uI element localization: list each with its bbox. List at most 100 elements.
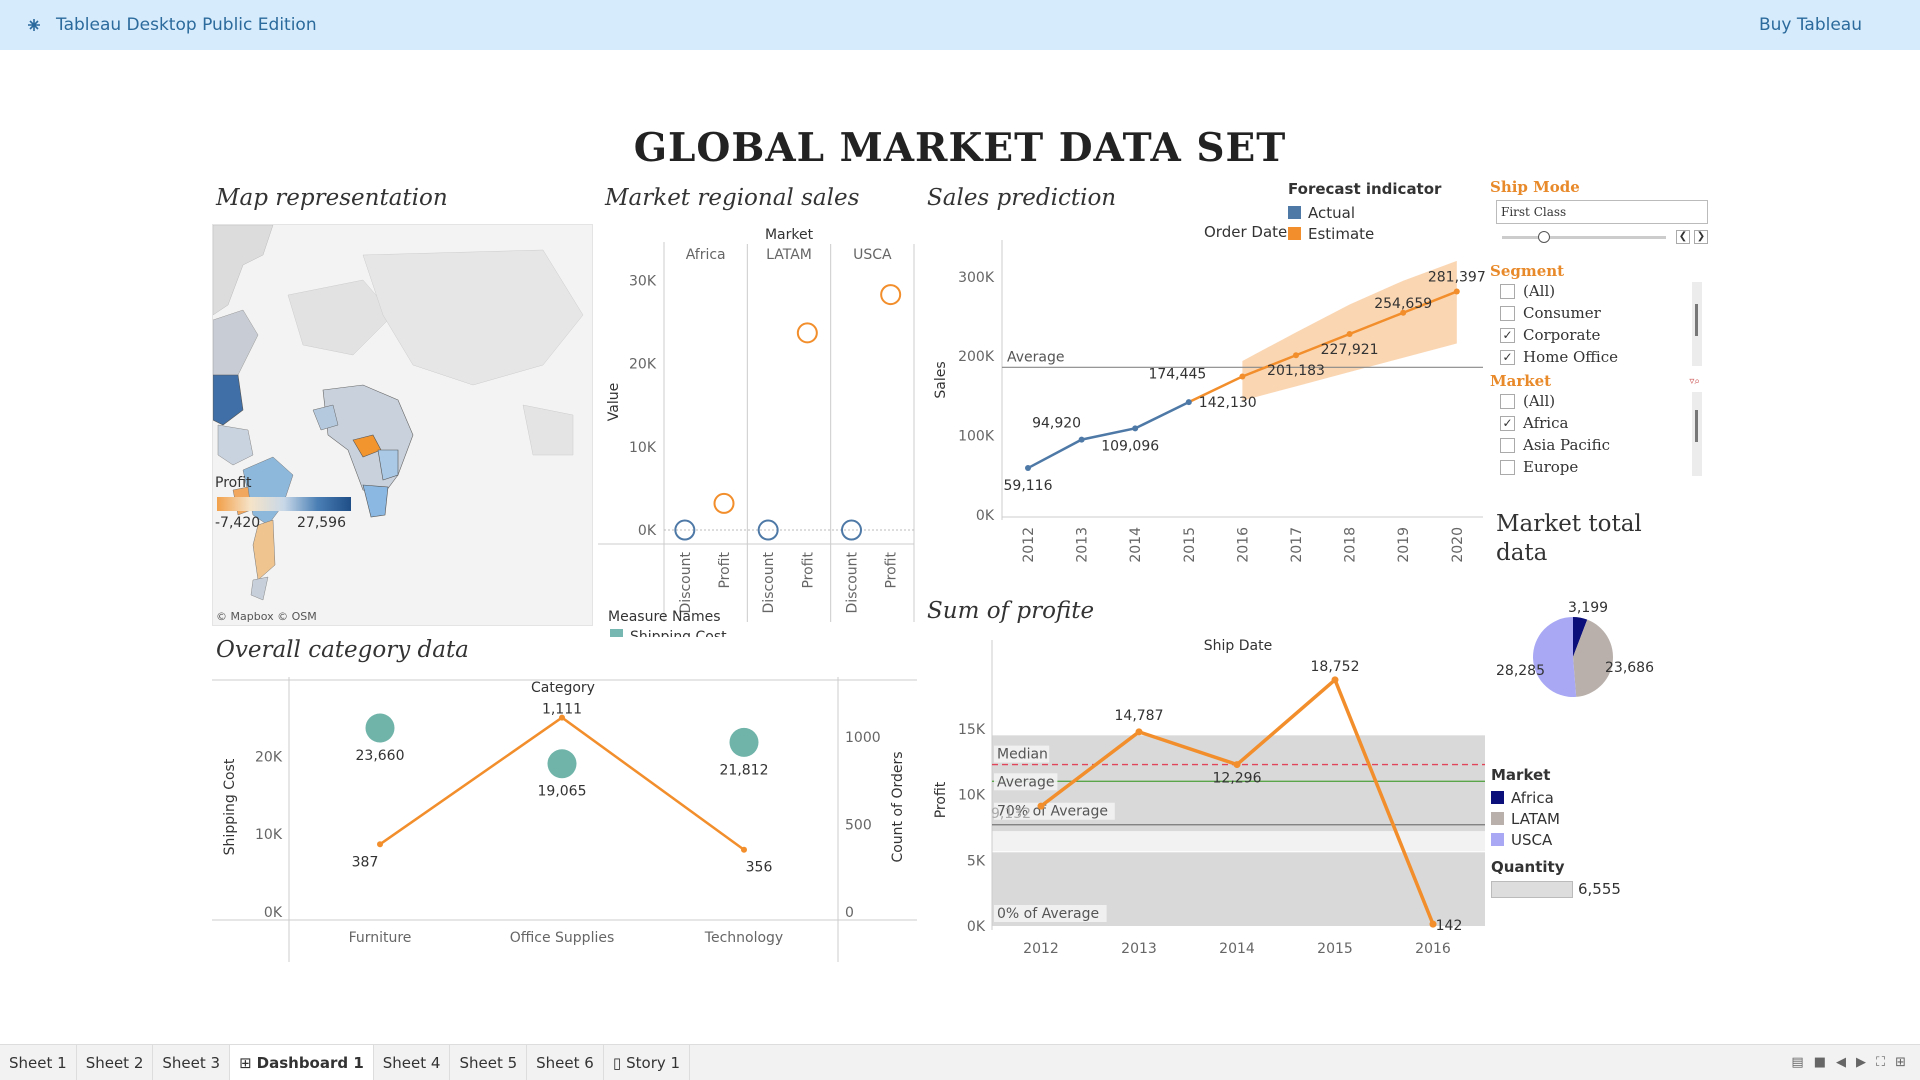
- distribution-band: [992, 831, 1485, 852]
- segment-item-home-office[interactable]: ✓ Home Office: [1490, 346, 1710, 368]
- pie-slice: [1533, 617, 1577, 697]
- orders-point: [559, 714, 565, 721]
- market-item-africa[interactable]: ✓ Africa: [1490, 412, 1710, 434]
- map-legend-max: 27,596: [297, 515, 346, 531]
- market-total-pie-chart[interactable]: 3,199 23,686 28,285: [1490, 590, 1690, 720]
- map-legend-min: -7,420: [215, 515, 261, 531]
- ref-line-label: 0% of Average: [997, 906, 1099, 922]
- tab-sheet-2[interactable]: Sheet 2: [77, 1045, 154, 1080]
- measure-tick-label: Profit: [800, 552, 816, 589]
- market-item-all[interactable]: (All): [1490, 390, 1710, 412]
- africa-swatch: [1491, 791, 1504, 804]
- segment-label: Home Office: [1523, 348, 1619, 366]
- map-attribution: © Mapbox © OSM: [216, 610, 317, 623]
- ref-label-bg: [994, 905, 1107, 922]
- tab-dashboard-1[interactable]: ⊞ Dashboard 1: [230, 1045, 374, 1080]
- y-tick-label: 300K: [958, 270, 995, 286]
- x-tick-label: Technology: [704, 930, 783, 946]
- prev-sheet-icon[interactable]: ◀: [1835, 1055, 1846, 1070]
- market-scrollbar[interactable]: [1692, 392, 1702, 476]
- market-label: Africa: [1523, 414, 1569, 432]
- sheet-sorter-icon[interactable]: ▤: [1791, 1055, 1804, 1070]
- market-item-asia-pacific[interactable]: Asia Pacific: [1490, 434, 1710, 456]
- sales-prediction-chart[interactable]: 0K 100K 200K 300K Sales 2012 2013 2014 2015 2016 2…: [925, 235, 1487, 575]
- segment-title: Segment: [1490, 262, 1565, 280]
- buy-tableau-link[interactable]: Buy Tableau: [1758, 15, 1862, 35]
- tab-sheet-3[interactable]: Sheet 3: [153, 1045, 231, 1080]
- profit-point: [1135, 728, 1143, 736]
- tab-sheet-5[interactable]: Sheet 5: [450, 1045, 528, 1080]
- order-date-header: Order Date: [1204, 223, 1288, 241]
- grid-view-icon[interactable]: ⊞: [1895, 1055, 1906, 1070]
- legend-item-africa[interactable]: Africa: [1491, 787, 1621, 808]
- checkbox[interactable]: [1500, 437, 1515, 453]
- filter-clear-search-icon[interactable]: ▿⌕: [1689, 375, 1700, 387]
- tab-sheet-4[interactable]: Sheet 4: [374, 1045, 451, 1080]
- sum-of-profit-chart[interactable]: Ship Date 0K 5K 10K 15K Profit Median Average 70…: [925, 630, 1490, 965]
- slider-thumb[interactable]: [1538, 231, 1550, 243]
- legend-item-actual[interactable]: Actual: [1288, 202, 1441, 223]
- data-point: [1025, 465, 1031, 472]
- checkbox[interactable]: [1500, 305, 1515, 321]
- market-item-europe[interactable]: Europe: [1490, 456, 1710, 478]
- scroll-thumb[interactable]: [1695, 304, 1698, 336]
- segment-item-all[interactable]: (All): [1490, 280, 1710, 302]
- tab-sheet-1[interactable]: Sheet 1: [0, 1045, 77, 1080]
- checkbox-checked[interactable]: ✓: [1500, 415, 1515, 431]
- legend-item-usca[interactable]: USCA: [1491, 829, 1621, 850]
- y-tick-label: 20K: [629, 357, 657, 373]
- prediction-section-title: Sales prediction: [927, 185, 1117, 211]
- scatter-point: [841, 519, 862, 541]
- fit-screen-icon[interactable]: ⛶: [1875, 1055, 1886, 1070]
- shipping-cost-bubble: [729, 727, 759, 757]
- next-sheet-icon[interactable]: ▶: [1855, 1055, 1866, 1070]
- measure-tick-label: Profit: [717, 552, 733, 589]
- tab-sheet-6[interactable]: Sheet 6: [527, 1045, 604, 1080]
- segment-scrollbar[interactable]: [1692, 282, 1702, 366]
- quantity-value: 6,555: [1578, 880, 1621, 898]
- filmstrip-icon[interactable]: ■: [1813, 1055, 1826, 1070]
- checkbox[interactable]: [1500, 283, 1515, 299]
- tab-story-1[interactable]: ▯ Story 1: [604, 1045, 691, 1080]
- tableau-logo-icon: [28, 19, 40, 31]
- y-tick-left: 0K: [264, 905, 283, 921]
- checkbox[interactable]: [1500, 393, 1515, 409]
- market-label: (All): [1523, 392, 1556, 410]
- data-label: 94,920: [1032, 416, 1081, 432]
- pie-slice: [1573, 617, 1588, 657]
- profit-point: [1429, 920, 1437, 928]
- y-tick-right: 1000: [845, 730, 881, 746]
- tab-label: Story 1: [626, 1053, 681, 1072]
- checkbox-checked[interactable]: ✓: [1500, 349, 1515, 365]
- ship-mode-input[interactable]: First Class: [1496, 200, 1708, 224]
- checkbox[interactable]: [1500, 459, 1515, 475]
- legend-item-estimate[interactable]: Estimate: [1288, 223, 1441, 244]
- ship-mode-slider[interactable]: ❮ ❯: [1500, 230, 1712, 244]
- dashboard-title: GLOBAL MARKET DATA SET: [633, 125, 1287, 171]
- average-label: Average: [1007, 349, 1065, 365]
- segment-item-corporate[interactable]: ✓ Corporate: [1490, 324, 1710, 346]
- legend-item-latam[interactable]: LATAM: [1491, 808, 1621, 829]
- slider-next-button[interactable]: ❯: [1694, 230, 1708, 244]
- scroll-thumb[interactable]: [1695, 410, 1698, 442]
- orders-label: 387: [352, 854, 379, 870]
- checkbox-checked[interactable]: ✓: [1500, 327, 1515, 343]
- market-total-title: Market total data: [1496, 511, 1642, 566]
- sheet-tab-bar: Sheet 1 Sheet 2 Sheet 3 ⊞ Dashboard 1 She…: [0, 1044, 1920, 1080]
- measure-tick-label: Discount: [845, 551, 861, 613]
- actual-line: [1027, 401, 1190, 470]
- world-map[interactable]: Profit -7,420 27,596 © Mapbox © OSM: [212, 224, 593, 626]
- category-header: Category: [531, 680, 595, 696]
- slider-prev-button[interactable]: ❮: [1676, 230, 1690, 244]
- profit-label: 18,752: [1311, 659, 1360, 675]
- dashboard-icon: ⊞: [239, 1053, 252, 1072]
- profit-point: [1037, 802, 1045, 810]
- x-tick-label: 2016: [1415, 941, 1451, 957]
- overall-category-chart[interactable]: Category 0K 10K 20K 0 500 1000 Shipping Cost Cou…: [212, 672, 917, 964]
- profit-section-title: Sum of profite: [927, 598, 1095, 624]
- market-header: Market: [765, 227, 814, 243]
- segment-label: (All): [1523, 282, 1556, 300]
- regional-sales-chart[interactable]: Market Africa Discount Profit LATAM Discount P…: [598, 222, 918, 637]
- segment-item-consumer[interactable]: Consumer: [1490, 302, 1710, 324]
- data-label: 142,130: [1199, 395, 1257, 411]
